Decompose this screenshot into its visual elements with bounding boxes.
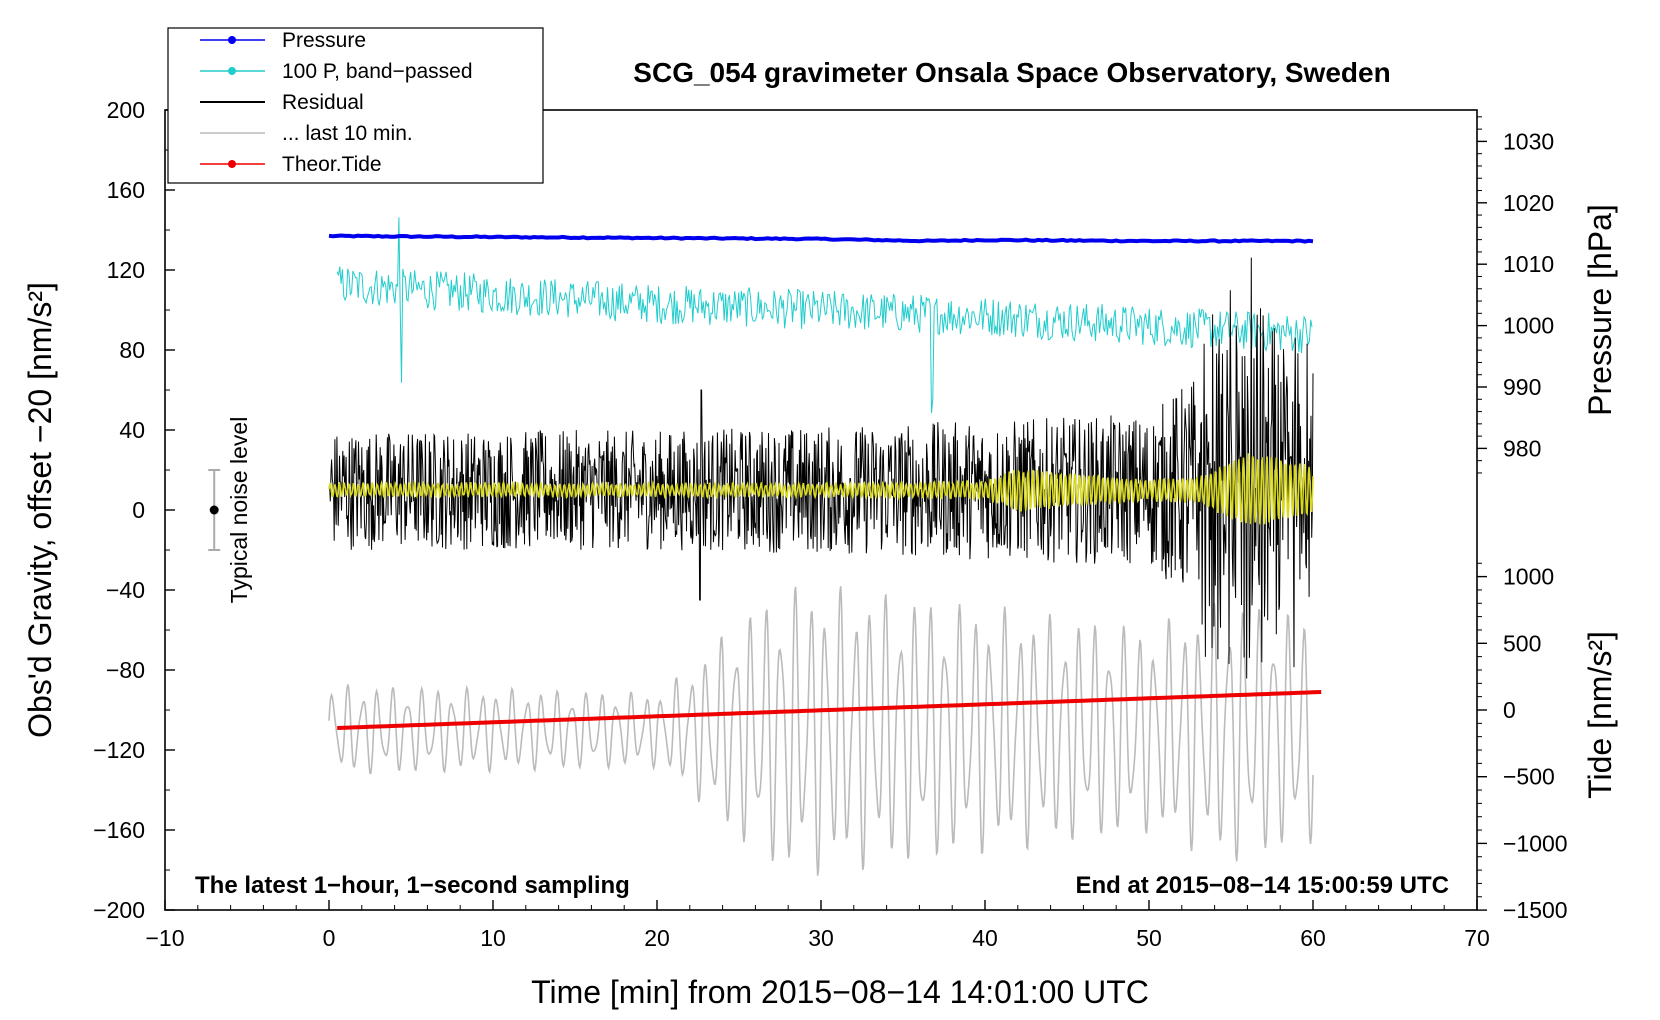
chart-title: SCG_054 gravimeter Onsala Space Observat…: [633, 57, 1390, 88]
noise-level-label: Typical noise level: [226, 417, 252, 604]
pressure-tick-label: 1010: [1503, 251, 1554, 277]
noise-level-indicator: Typical noise level: [208, 417, 252, 604]
pressure-tick-label: 1020: [1503, 190, 1554, 216]
series-pressure-line: [328, 233, 1314, 244]
y-tick-label: 200: [107, 97, 145, 123]
pressure-tick-label: 1000: [1503, 313, 1554, 339]
tide-axis-ticks: −1500 −1000 −500 0 500 1000: [1477, 562, 1568, 923]
tide-tick-label: 500: [1503, 630, 1541, 656]
y-axis-title-pressure: Pressure [hPa]: [1582, 204, 1618, 416]
legend-label: Residual: [282, 91, 364, 114]
x-tick-label: 60: [1300, 925, 1326, 951]
legend-box: [167, 27, 544, 184]
tide-tick-label: −500: [1503, 764, 1555, 790]
x-tick-label: −10: [145, 925, 184, 951]
tide-tick-label: −1000: [1503, 830, 1568, 856]
x-tick-label: 40: [972, 925, 998, 951]
noise-level-dot: [209, 505, 219, 515]
legend-label: ... last 10 min.: [282, 122, 413, 145]
pressure-tick-label: 1030: [1503, 128, 1554, 154]
y-tick-label: 160: [107, 177, 145, 203]
x-tick-label: 20: [644, 925, 670, 951]
series-layer: [328, 217, 1322, 876]
series-band-passed-pressure-line: [336, 217, 1313, 413]
y-tick-label: −80: [106, 657, 145, 683]
tide-tick-label: 1000: [1503, 564, 1554, 590]
legend-label: Pressure: [282, 29, 366, 52]
y-tick-label: −160: [93, 817, 145, 843]
annotation-end-time: End at 2015−08−14 15:00:59 UTC: [1075, 872, 1449, 899]
y-axis-title-tide: Tide [nm/s²]: [1582, 631, 1618, 799]
x-tick-label: 10: [480, 925, 506, 951]
legend-marker: [228, 67, 236, 75]
y-tick-label: −40: [106, 577, 145, 603]
tide-tick-label: 0: [1503, 697, 1516, 723]
y-tick-label: −120: [93, 737, 145, 763]
y-axis-title-gravity: Obs'd Gravity, offset −20 [nm/s²]: [22, 282, 58, 738]
legend-marker: [228, 160, 236, 168]
x-tick-label: 70: [1464, 925, 1490, 951]
series-residual-filtered-line: [328, 453, 1314, 525]
pressure-axis-ticks: 980 990 1000 1010 1020 1030: [1477, 116, 1554, 474]
legend: Pressure 100 P, band−passed Residual ... la…: [167, 27, 544, 184]
x-tick-label: 50: [1136, 925, 1162, 951]
y-tick-label: 40: [119, 417, 145, 443]
y-axis-ticks: −200 −160 −120 −80 −40 0 40 80 120 160 200: [93, 97, 175, 923]
y-tick-label: 80: [119, 337, 145, 363]
x-axis-title: Time [min] from 2015−08−14 14:01:00 UTC: [531, 974, 1149, 1010]
legend-marker: [228, 36, 236, 44]
pressure-tick-label: 990: [1503, 374, 1541, 400]
series-last-10-min-line: [328, 586, 1314, 876]
x-axis-ticks: −10 0 10 20 30 40 50 60 70: [145, 900, 1490, 951]
series-theor-tide-line: [337, 690, 1322, 730]
y-tick-label: 0: [132, 497, 145, 523]
tide-tick-label: −1500: [1503, 897, 1568, 923]
legend-label: Theor.Tide: [282, 153, 382, 176]
y-tick-label: 120: [107, 257, 145, 283]
annotation-latest-sampling: The latest 1−hour, 1−second sampling: [195, 872, 630, 899]
x-tick-label: 0: [323, 925, 336, 951]
pressure-tick-label: 980: [1503, 435, 1541, 461]
x-tick-label: 30: [808, 925, 834, 951]
legend-label: 100 P, band−passed: [282, 60, 473, 83]
y-tick-label: −200: [93, 897, 145, 923]
